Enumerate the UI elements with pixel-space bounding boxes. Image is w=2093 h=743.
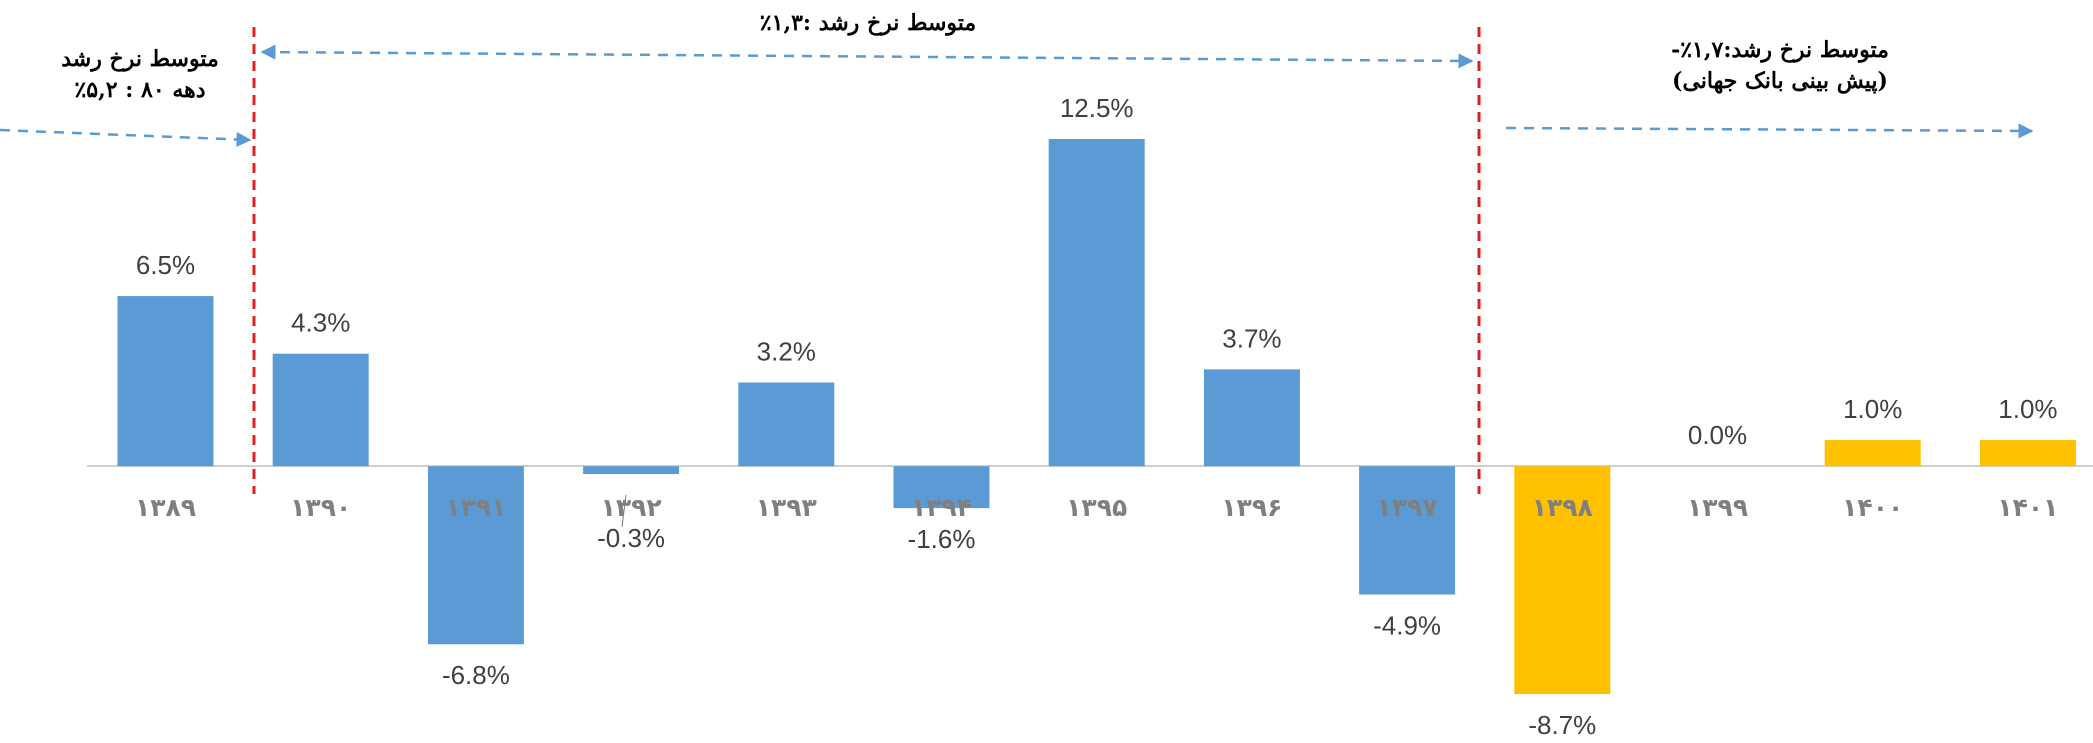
bar [1359,466,1456,595]
annotation: دهه ۸۰ : ۵,۲٪ [74,77,205,103]
value-label: 1.0% [1998,394,2057,424]
bar [893,466,990,509]
x-tick-label: ۱۳۹۳ [756,493,817,522]
bar [272,353,369,467]
bar [583,466,680,475]
x-tick-label: ۱۳۹۷ [1377,493,1438,522]
bar [1203,369,1300,467]
value-label: -1.6% [908,524,976,554]
arrow [0,128,252,147]
x-tick-label: ۱۳۹۶ [1221,493,1282,522]
arrow [1505,123,2034,139]
value-label: 12.5% [1060,93,1134,123]
x-tick-label: ۱۳۹۸ [1532,493,1593,522]
x-tick-label: ۱۳۹۴ [911,493,972,522]
bar [1824,440,1921,467]
value-label: 0.0% [1688,420,1747,450]
x-tick-label: ۱۳۹۱ [445,493,506,522]
x-tick-label: ۱۳۸۹ [135,493,196,522]
x-tick-label: ۱۳۹۲ [601,493,662,522]
value-label: 4.3% [291,308,350,338]
annotation: متوسط نرخ رشد :۱,۳٪ [760,10,976,36]
value-label: -0.3% [597,523,665,553]
value-label: -6.8% [442,660,510,690]
bar [738,382,835,467]
x-tick-label: ۱۳۹۵ [1066,493,1127,522]
annotation: (پیش بینی بانک جهانی) [1672,68,1888,95]
value-label: -8.7% [1528,710,1596,740]
bar [1048,139,1145,467]
bar [117,296,214,467]
x-tick-label: ۱۴۰۰ [1842,493,1903,522]
annotation: متوسط نرخ رشد [61,46,219,72]
value-label: 3.2% [757,336,816,366]
bar [427,466,524,645]
x-tick-label: ۱۴۰۱ [1997,493,2058,522]
x-tick-label: ۱۳۹۹ [1687,493,1748,522]
bar [1979,440,2076,467]
value-label: 6.5% [136,250,195,280]
annotation: متوسط نرخ رشد:۱,۷٪- [1671,37,1889,63]
arrow [260,44,1474,69]
value-label: 3.7% [1222,323,1281,353]
value-label: -4.9% [1373,610,1441,640]
leader-line [621,494,627,528]
x-tick-label: ۱۳۹۰ [290,493,351,522]
value-label: 1.0% [1843,394,1902,424]
bar [1514,466,1611,694]
